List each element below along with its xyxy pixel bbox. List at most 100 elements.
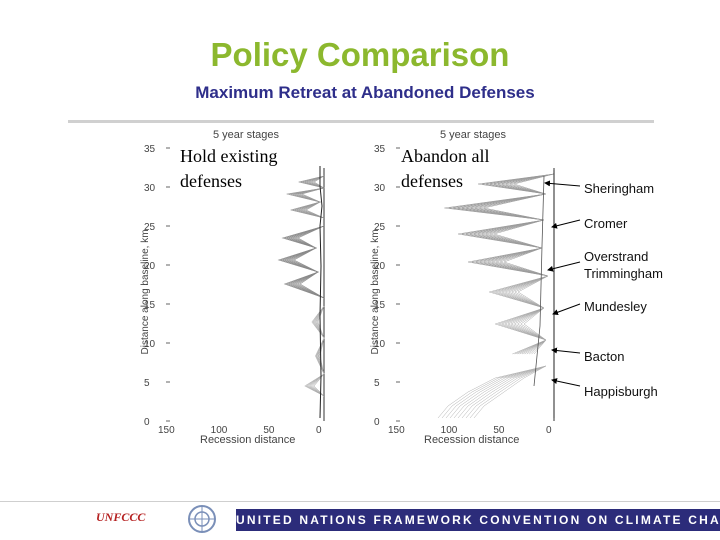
arrow-overstrand (547, 261, 581, 272)
x-axis-label: Recession distance (200, 434, 296, 446)
arrow-happisburgh (551, 378, 581, 387)
profile-trace (293, 175, 325, 219)
profile-trace (306, 305, 325, 397)
slide-subtitle: Maximum Retreat at Abandoned Defenses (195, 83, 535, 102)
panel-abandon-defenses: 0 5 10 15 20 25 30 35 150 100 50 0 Distance along ba… (368, 126, 578, 446)
y-axis-label: Distance along baseline, km (370, 229, 381, 354)
profile-trace (308, 305, 325, 397)
x-tick-label: 50 (263, 425, 275, 436)
place-label-overstrand: Overstrand Trimmingham (584, 248, 663, 282)
x-tick-label: 100 (211, 425, 228, 436)
profile-trace (449, 365, 547, 419)
y-tick-label: 10 (374, 339, 386, 350)
place-name: Overstrand (584, 249, 649, 264)
un-emblem-icon (188, 505, 216, 533)
profile-trace (298, 175, 325, 219)
profile-trace (310, 305, 325, 397)
y-tick-label: 25 (374, 222, 386, 233)
arrow-sheringham (544, 180, 581, 187)
panel-label-line1: Abandon all (401, 146, 490, 166)
profile-trace (319, 166, 323, 419)
panel-label-hold: Hold existing defenses (180, 144, 278, 194)
panel-label-line2: defenses (401, 171, 463, 191)
profile-trace (277, 225, 325, 299)
profile-trace (279, 225, 325, 299)
profile-trace (296, 175, 325, 219)
y-tick-label: 25 (144, 222, 156, 233)
y-tick-label: 20 (144, 261, 156, 272)
slide-title: Policy Comparison (210, 36, 510, 73)
arrow-bacton (551, 347, 581, 354)
profile-trace (444, 173, 555, 277)
y-tick-label: 30 (144, 183, 156, 194)
panel-label-line2: defenses (180, 171, 242, 191)
x-tick-label: 50 (493, 425, 505, 436)
profile-trace (437, 365, 547, 419)
profile-trace (441, 365, 547, 419)
y-tick-label: 35 (144, 144, 156, 155)
footer-band (236, 509, 720, 531)
place-label-bacton: Bacton (584, 348, 624, 365)
y-tick-label: 30 (374, 183, 386, 194)
profile-trace (286, 225, 325, 299)
place-label-sheringham: Sheringham (584, 180, 654, 197)
y-tick-label: 10 (144, 339, 156, 350)
x-axis-label: Recession distance (424, 434, 520, 446)
profile-trace (305, 305, 325, 397)
place-name: Cromer (584, 216, 628, 231)
unfccc-logo: UNFCCC (96, 510, 146, 524)
profile-trace (294, 175, 326, 219)
profile-trace (465, 365, 547, 419)
profile-trace (469, 365, 547, 419)
profile-trace (288, 175, 325, 219)
profile-trace (312, 305, 325, 397)
profile-trace (517, 275, 549, 355)
stage-label: 5 year stages (440, 129, 507, 141)
x-tick-label: 0 (316, 425, 322, 436)
x-tick-label: 150 (158, 425, 175, 436)
profile-trace (457, 365, 547, 419)
title-divider (68, 120, 654, 123)
profile-trace (309, 305, 325, 397)
place-label-happisburgh: Happisburgh (584, 383, 658, 400)
place-label-mundesley: Mundesley (584, 298, 647, 315)
y-tick-label: 0 (144, 417, 150, 428)
place-name: Happisburgh (584, 384, 658, 399)
profile-trace (461, 365, 547, 419)
profile-trace (304, 305, 325, 397)
panel-hold-defenses: 0 5 10 15 20 25 30 35 150 100 50 0 Distance along ba… (138, 126, 348, 446)
y-tick-label: 15 (144, 300, 156, 311)
profile-trace (533, 175, 545, 387)
profile-trace (313, 305, 325, 397)
arrow-cromer (551, 219, 581, 229)
y-axis-label: Distance along baseline, km (140, 229, 151, 354)
profile-trace (290, 175, 325, 219)
y-tick-label: 35 (374, 144, 386, 155)
y-tick-label: 5 (144, 378, 150, 389)
footer-divider (0, 501, 720, 502)
profile-trace (293, 225, 325, 299)
profile-trace (284, 225, 325, 299)
plot-hold-defenses: 0 5 10 15 20 25 30 35 150 100 50 0 Distance along ba… (140, 144, 326, 436)
x-tick-label: 150 (388, 425, 405, 436)
profile-trace (282, 225, 325, 299)
profile-trace (488, 275, 549, 355)
profile-trace (453, 365, 547, 419)
place-name: Mundesley (584, 299, 647, 314)
place-name-line2: Trimmingham (584, 266, 663, 281)
x-tick-label: 0 (546, 425, 552, 436)
place-label-cromer: Cromer (584, 215, 627, 232)
y-tick-label: 0 (374, 417, 380, 428)
profile-trace (473, 365, 547, 419)
arrow-mundesley (552, 303, 581, 316)
place-name: Sheringham (584, 181, 655, 196)
stage-label: 5 year stages (213, 129, 280, 141)
y-tick-label: 15 (374, 300, 386, 311)
y-tick-label: 20 (374, 261, 386, 272)
profile-trace (288, 225, 325, 299)
profile-trace (291, 225, 325, 299)
place-name: Bacton (584, 349, 625, 364)
profile-trace (286, 175, 325, 219)
footer-band-text: UNITED NATIONS FRAMEWORK CONVENTION ON C… (236, 513, 720, 527)
